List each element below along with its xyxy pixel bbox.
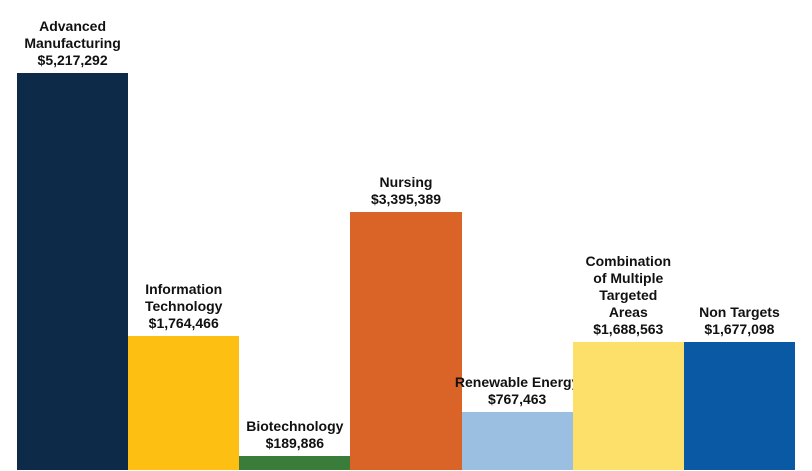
category-label: Biotechnology xyxy=(246,417,344,434)
bar xyxy=(239,455,351,470)
value-label: $3,395,389 xyxy=(370,190,442,207)
category-label: Non Targets xyxy=(699,304,780,321)
bar-label: Nursing $3,395,389 xyxy=(306,174,506,208)
bar xyxy=(17,73,129,470)
bar xyxy=(683,342,795,470)
value-label: $1,677,098 xyxy=(704,321,775,338)
bar xyxy=(350,211,462,470)
value-label: $5,217,292 xyxy=(37,52,108,68)
bar xyxy=(128,335,240,470)
bar-label: Information Technology $1,764,466 xyxy=(84,281,284,332)
category-label: Renewable Energy xyxy=(454,373,580,390)
bar-label: Biotechnology $189,886 xyxy=(195,418,395,452)
bar-label: Advanced Manufacturing $5,217,292 xyxy=(0,18,173,69)
value-label: $767,463 xyxy=(487,390,547,407)
value-label: $1,764,466 xyxy=(148,314,219,331)
category-label: Information Technology xyxy=(144,280,223,314)
bar-label: Renewable Energy $767,463 xyxy=(417,374,617,408)
bar-label: Non Targets $1,677,098 xyxy=(639,304,812,338)
value-label: $189,886 xyxy=(265,434,325,451)
category-label: Advanced Manufacturing xyxy=(24,18,121,51)
value-label: $1,688,563 xyxy=(593,320,664,337)
bar xyxy=(572,341,684,470)
bar xyxy=(461,411,573,470)
category-label: Combination of Multiple Targeted Areas xyxy=(585,252,672,320)
category-label: Nursing xyxy=(379,173,433,190)
bar-label: Combination of Multiple Targeted Areas $1… xyxy=(528,253,728,338)
